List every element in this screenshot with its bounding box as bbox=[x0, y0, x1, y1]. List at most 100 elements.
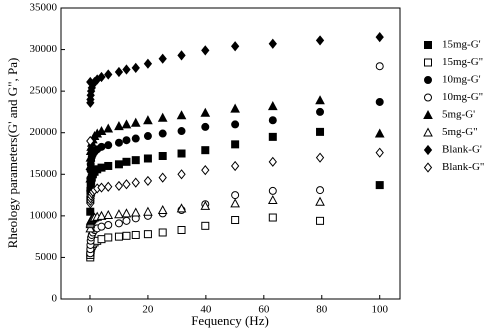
point bbox=[201, 45, 210, 56]
point bbox=[114, 209, 124, 219]
point bbox=[97, 142, 106, 151]
point bbox=[103, 123, 114, 133]
point bbox=[177, 50, 186, 61]
point bbox=[85, 160, 96, 170]
y-tick-label: 20000 bbox=[30, 126, 58, 138]
point bbox=[177, 169, 186, 180]
point bbox=[157, 204, 168, 215]
point bbox=[268, 186, 277, 195]
point bbox=[143, 230, 152, 239]
plot-frame bbox=[60, 7, 401, 300]
y-axis-label: Rheology parameters(G' and G", Pa) bbox=[5, 58, 20, 249]
point bbox=[131, 230, 140, 239]
point bbox=[268, 38, 277, 49]
point bbox=[158, 129, 167, 138]
point bbox=[122, 64, 131, 75]
point bbox=[131, 156, 140, 165]
point bbox=[104, 181, 113, 192]
legend-label: 15mg-G' bbox=[442, 39, 481, 51]
point bbox=[143, 132, 152, 141]
y-tick-label: 30000 bbox=[30, 43, 58, 55]
point bbox=[200, 107, 211, 117]
point bbox=[103, 209, 114, 220]
point bbox=[158, 53, 167, 64]
point bbox=[97, 222, 106, 231]
point bbox=[86, 135, 95, 147]
point bbox=[316, 107, 325, 116]
point bbox=[315, 35, 325, 46]
x-tick-label: 20 bbox=[142, 304, 154, 316]
point bbox=[122, 157, 131, 166]
point bbox=[375, 62, 384, 71]
point bbox=[316, 127, 325, 136]
point bbox=[85, 173, 96, 183]
point bbox=[130, 207, 141, 217]
point bbox=[231, 191, 240, 200]
point bbox=[97, 163, 106, 172]
point bbox=[96, 125, 107, 136]
point bbox=[315, 152, 325, 163]
point bbox=[158, 151, 167, 160]
point bbox=[104, 221, 113, 230]
point bbox=[375, 147, 384, 158]
y-tick-label: 25000 bbox=[30, 85, 58, 97]
point bbox=[97, 71, 106, 83]
point bbox=[104, 161, 113, 170]
point bbox=[315, 95, 325, 105]
point bbox=[268, 116, 277, 125]
point bbox=[104, 141, 113, 150]
point bbox=[177, 127, 186, 136]
legend-marker bbox=[424, 58, 432, 67]
legend-label: 5mg-G' bbox=[442, 109, 475, 121]
point bbox=[157, 112, 168, 122]
point bbox=[267, 194, 278, 205]
point bbox=[114, 138, 123, 147]
point bbox=[97, 235, 106, 244]
point bbox=[96, 210, 107, 220]
point bbox=[201, 146, 210, 155]
point bbox=[230, 198, 240, 208]
y-tick-label: 15000 bbox=[30, 168, 58, 180]
point bbox=[114, 180, 124, 192]
point bbox=[158, 172, 167, 183]
point bbox=[176, 203, 187, 213]
point bbox=[201, 165, 210, 176]
point bbox=[97, 182, 106, 193]
legend-marker bbox=[423, 162, 433, 173]
legend-marker bbox=[424, 93, 432, 102]
point bbox=[122, 216, 131, 225]
point bbox=[121, 119, 132, 129]
legend-label: 10mg-G' bbox=[442, 74, 481, 86]
x-axis-label: Fequency (Hz) bbox=[191, 313, 269, 328]
legend-marker bbox=[424, 41, 432, 49]
legend-marker bbox=[423, 144, 433, 156]
point bbox=[268, 213, 277, 222]
point bbox=[375, 181, 384, 190]
point bbox=[176, 110, 187, 120]
point bbox=[268, 132, 277, 141]
legend-label: Blank-G' bbox=[442, 144, 482, 156]
legend-marker bbox=[423, 109, 433, 119]
legend-marker bbox=[424, 76, 432, 84]
y-tick-label: 35000 bbox=[30, 2, 58, 14]
point bbox=[231, 120, 240, 129]
x-tick-label: 100 bbox=[371, 304, 388, 316]
point bbox=[143, 175, 153, 187]
point bbox=[85, 152, 96, 162]
point bbox=[122, 231, 131, 240]
point bbox=[114, 160, 123, 169]
point bbox=[231, 140, 240, 149]
point bbox=[122, 136, 131, 145]
x-tick-label: 60 bbox=[258, 304, 270, 316]
y-tick-label: 5000 bbox=[35, 251, 58, 263]
point bbox=[143, 154, 152, 163]
point bbox=[143, 115, 153, 125]
point bbox=[158, 228, 167, 237]
point bbox=[104, 233, 113, 242]
point bbox=[268, 156, 277, 167]
point bbox=[230, 41, 240, 52]
point bbox=[315, 196, 325, 206]
legend-label: 10mg-G" bbox=[442, 91, 483, 103]
point bbox=[122, 179, 131, 190]
